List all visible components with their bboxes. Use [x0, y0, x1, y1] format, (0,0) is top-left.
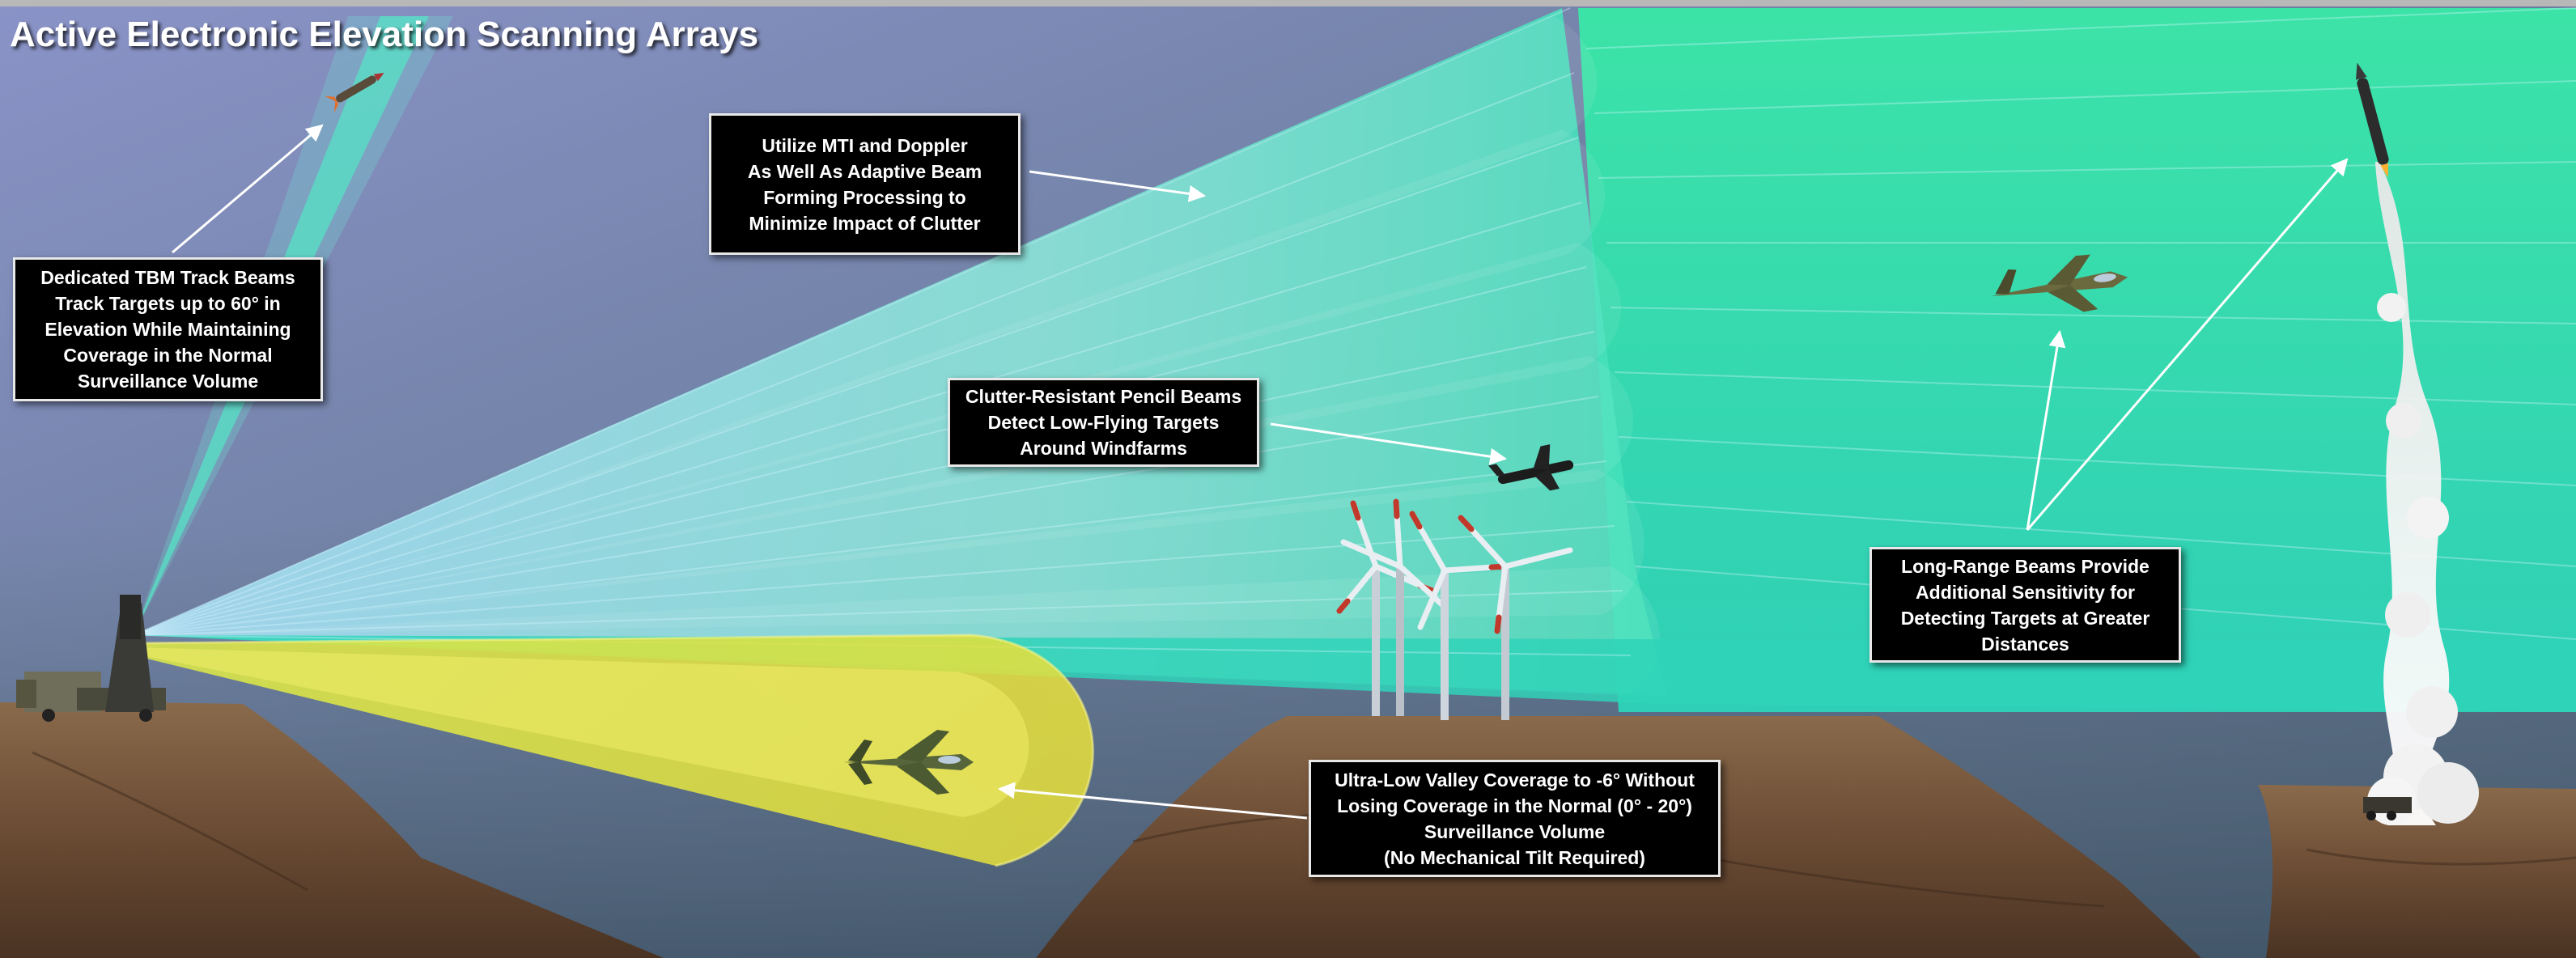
callout-line: Minimize Impact of Clutter	[749, 212, 981, 234]
arrow-valley	[997, 782, 1308, 820]
callout-line: Detecting Targets at Greater	[1900, 607, 2150, 629]
callout-line: Elevation While Maintaining	[45, 319, 291, 340]
arrow-pencil	[1270, 422, 1508, 465]
arrow-tbm	[172, 124, 324, 254]
callout-line: Additional Sensitivity for	[1916, 581, 2135, 603]
callout-line: Forming Processing to	[763, 186, 966, 208]
page-title: Active Electronic Elevation Scanning Arr…	[10, 15, 759, 54]
arrow-longrange-missile	[2026, 158, 2349, 531]
small-aircraft-icon	[1488, 444, 1574, 491]
callout-mti-doppler: Utilize MTI and Doppler As Well As Adapt…	[709, 113, 1021, 255]
callout-line: Utilize MTI and Doppler	[762, 134, 968, 156]
left-cliff	[0, 702, 664, 958]
fighter-jet-icon	[1991, 254, 2128, 312]
callout-line: Losing Coverage in the Normal (0° - 20°)	[1337, 795, 1692, 816]
callout-line: Dedicated TBM Track Beams	[40, 267, 295, 288]
beam-ray-lines	[133, 7, 2576, 656]
callout-valley-coverage: Ultra-Low Valley Coverage to -6° Without…	[1309, 760, 1721, 877]
callout-line: (No Mechanical Tilt Required)	[1384, 846, 1645, 868]
fighter-jet-icon	[844, 730, 974, 795]
callout-line: Around Windfarms	[1020, 438, 1187, 459]
callout-line: Ultra-Low Valley Coverage to -6° Without	[1335, 769, 1695, 791]
callout-line: Clutter-Resistant Pencil Beams	[965, 386, 1242, 407]
callout-line: Surveillance Volume	[77, 371, 259, 392]
callout-tbm-track-beams: Dedicated TBM Track Beams Track Targets …	[13, 257, 323, 401]
launcher-vehicle-icon	[2363, 797, 2412, 820]
callout-line: Long-Range Beams Provide	[1901, 555, 2149, 577]
callout-line: Surveillance Volume	[1424, 820, 1606, 842]
wind-turbine-icon	[1336, 498, 1573, 720]
arrow-mti	[1029, 170, 1207, 202]
tbm-missile-icon	[325, 73, 384, 113]
callout-line: Detect Low-Flying Targets	[987, 412, 1220, 433]
top-border	[0, 0, 2576, 6]
callout-arrows	[172, 124, 2349, 820]
arrow-longrange-jet	[2026, 329, 2066, 531]
callout-line: Track Targets up to 60° in	[55, 293, 281, 314]
valley-coverage-beam	[133, 634, 1094, 867]
right-plateau	[2258, 785, 2576, 958]
callout-line: As Well As Adaptive Beam	[747, 160, 982, 182]
callout-line: Coverage in the Normal	[63, 345, 273, 366]
radar-antenna-icon	[16, 595, 166, 722]
callout-long-range-beams: Long-Range Beams Provide Additional Sens…	[1869, 547, 2181, 663]
callout-pencil-beams: Clutter-Resistant Pencil Beams Detect Lo…	[948, 378, 1259, 467]
callout-line: Distances	[1981, 633, 2069, 655]
